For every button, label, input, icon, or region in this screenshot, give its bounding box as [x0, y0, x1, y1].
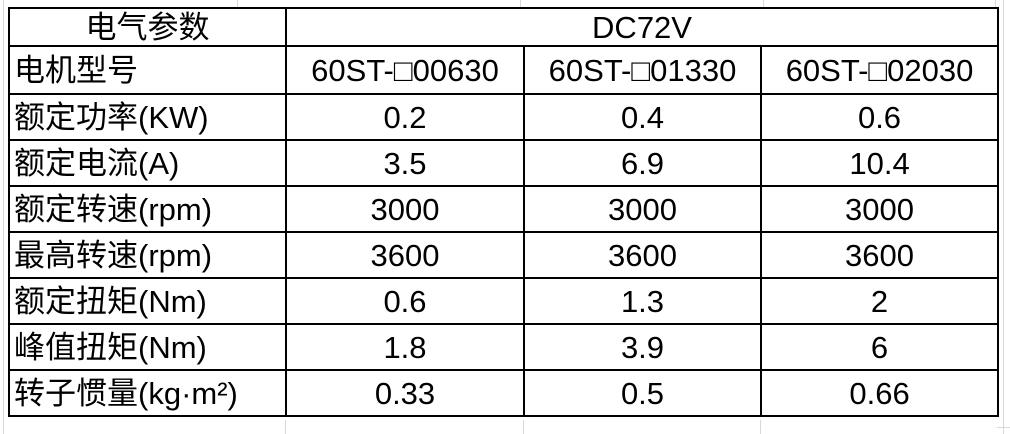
value-cell[interactable]: 3600	[285, 231, 525, 279]
row-label-cell[interactable]: 额定扭矩(Nm)	[8, 277, 287, 325]
table-row: 电机型号 60ST-□00630 60ST-□01330 60ST-□02030	[8, 45, 1000, 95]
spreadsheet-gridline	[760, 420, 761, 434]
row-label-cell[interactable]: 额定电流(A)	[8, 139, 287, 187]
table-row: 额定功率(KW) 0.2 0.4 0.6	[8, 93, 1000, 141]
spreadsheet-gridline	[1003, 0, 1004, 434]
value-cell[interactable]: 1.3	[523, 277, 762, 325]
value-cell[interactable]: 3600	[759, 231, 1000, 279]
value-cell[interactable]: 3600	[523, 231, 762, 279]
spreadsheet-gridline	[520, 0, 521, 8]
table-header-row: 电气参数 DC72V	[8, 7, 1000, 47]
value-cell[interactable]: 0.4	[523, 93, 762, 141]
table-row: 峰值扭矩(Nm) 1.8 3.9 6	[8, 323, 1000, 371]
value-cell[interactable]: 3000	[523, 185, 762, 233]
table-row: 额定扭矩(Nm) 0.6 1.3 2	[8, 277, 1000, 325]
value-cell[interactable]: 6.9	[523, 139, 762, 187]
table-row: 最高转速(rpm) 3600 3600 3600	[8, 231, 1000, 279]
value-cell[interactable]: 3.5	[285, 139, 525, 187]
spreadsheet-gridline	[763, 0, 764, 8]
value-cell[interactable]: 60ST-□00630	[285, 45, 525, 95]
value-cell[interactable]: 0.6	[759, 93, 1000, 141]
spreadsheet-gridline	[3, 0, 4, 434]
value-cell[interactable]: 3000	[759, 185, 1000, 233]
electrical-params-header-cell[interactable]: 电气参数	[8, 7, 287, 47]
table-row: 额定电流(A) 3.5 6.9 10.4	[8, 139, 1000, 187]
motor-spec-table: 电气参数 DC72V 电机型号 60ST-□00630 60ST-□01330 60S…	[8, 7, 1000, 417]
row-label-cell[interactable]: 转子惯量(kg·m²)	[8, 369, 287, 417]
value-cell[interactable]: 0.33	[285, 369, 525, 417]
spreadsheet-gridline	[997, 427, 1010, 428]
row-label-cell[interactable]: 电机型号	[8, 45, 287, 95]
spreadsheet-gridline	[237, 0, 238, 8]
row-label-cell[interactable]: 最高转速(rpm)	[8, 231, 287, 279]
row-label-cell[interactable]: 峰值扭矩(Nm)	[8, 323, 287, 371]
value-cell[interactable]: 3.9	[523, 323, 762, 371]
row-label-cell[interactable]: 额定功率(KW)	[8, 93, 287, 141]
voltage-header-cell[interactable]: DC72V	[284, 7, 1000, 47]
value-cell[interactable]: 0.66	[759, 369, 1000, 417]
value-cell[interactable]: 3000	[285, 185, 525, 233]
value-cell[interactable]: 10.4	[759, 139, 1000, 187]
row-label-cell[interactable]: 额定转速(rpm)	[8, 185, 287, 233]
table-row: 转子惯量(kg·m²) 0.33 0.5 0.66	[8, 369, 1000, 417]
value-cell[interactable]: 1.8	[285, 323, 525, 371]
value-cell[interactable]: 0.5	[523, 369, 762, 417]
spreadsheet-gridline	[995, 0, 996, 8]
value-cell[interactable]: 0.6	[285, 277, 525, 325]
value-cell[interactable]: 0.2	[285, 93, 525, 141]
value-cell[interactable]: 60ST-□01330	[523, 45, 762, 95]
spreadsheet-gridline	[285, 420, 286, 434]
value-cell[interactable]: 6	[759, 323, 1000, 371]
value-cell[interactable]: 60ST-□02030	[759, 45, 1000, 95]
value-cell[interactable]: 2	[759, 277, 1000, 325]
spreadsheet-gridline	[523, 420, 524, 434]
table-row: 额定转速(rpm) 3000 3000 3000	[8, 185, 1000, 233]
